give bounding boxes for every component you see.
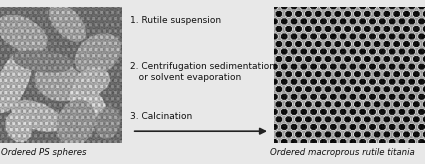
Text: 2. Centrifugation sedimentation
   or solvent evaporation: 2. Centrifugation sedimentation or solve… bbox=[130, 62, 275, 82]
Text: Ordered PS spheres: Ordered PS spheres bbox=[1, 148, 86, 157]
Text: Ordered macroprous rutile titania: Ordered macroprous rutile titania bbox=[270, 148, 415, 157]
Text: 1. Rutile suspension: 1. Rutile suspension bbox=[130, 16, 221, 25]
Text: 3. Calcination: 3. Calcination bbox=[130, 112, 192, 121]
